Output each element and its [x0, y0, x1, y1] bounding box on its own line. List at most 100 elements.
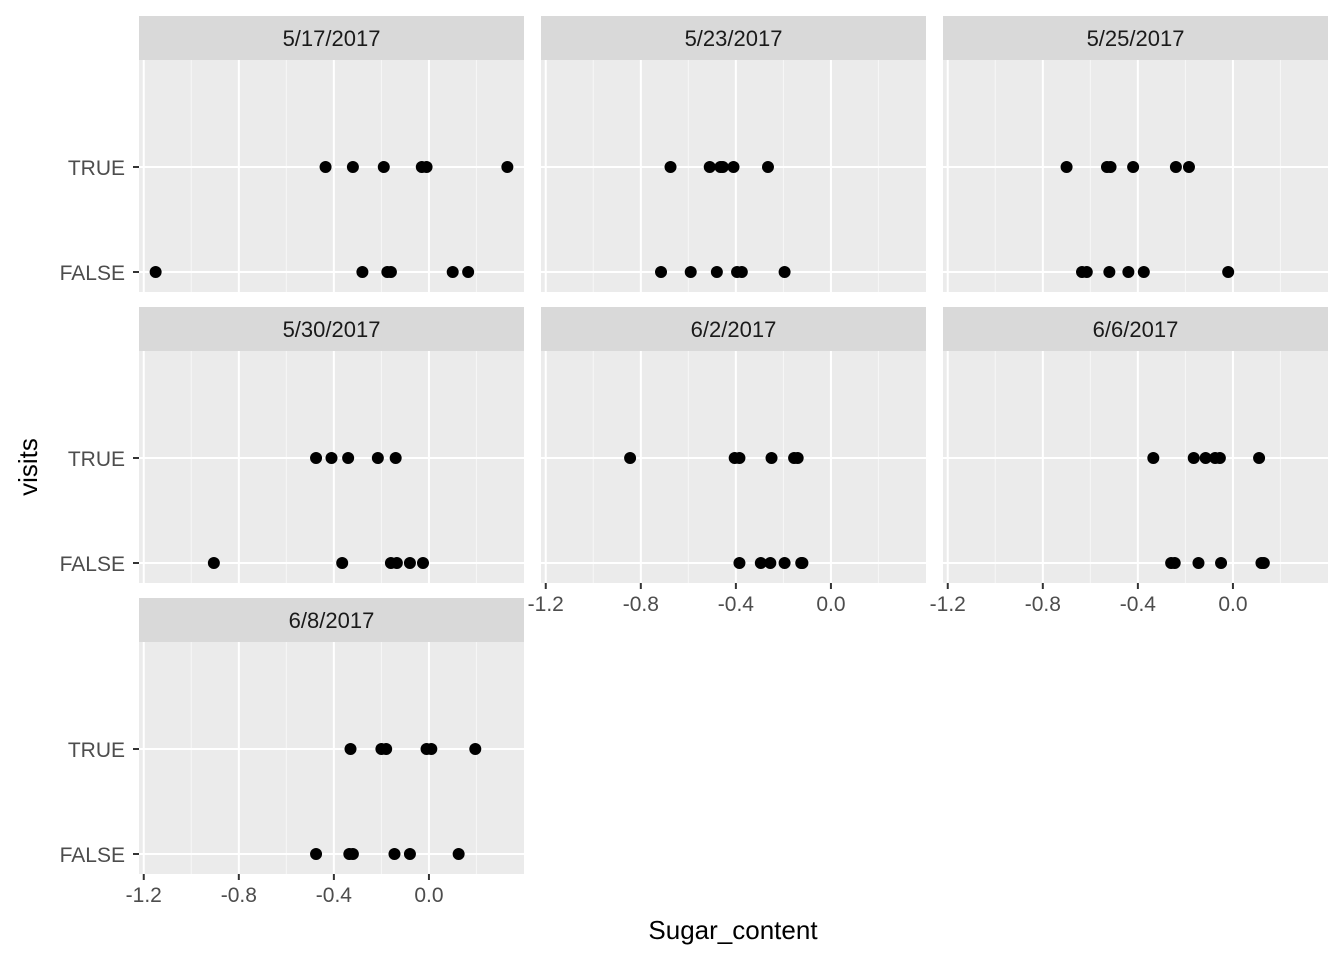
- facet-strip-label: 5/23/2017: [685, 26, 783, 51]
- data-point: [1215, 557, 1228, 569]
- data-point: [727, 161, 740, 173]
- facet-panel-background: [541, 351, 926, 583]
- x-tick-label: 0.0: [414, 884, 443, 907]
- y-tick-label: TRUE: [68, 448, 125, 471]
- x-tick-label: -0.8: [1025, 593, 1061, 616]
- facet-panel: 6/2/2017 -1.2 -0.8 -0.4 0.0: [528, 307, 926, 616]
- data-point: [765, 452, 778, 464]
- data-point: [1147, 452, 1160, 464]
- data-point: [1137, 266, 1150, 278]
- data-point: [733, 452, 746, 464]
- data-point: [1192, 557, 1205, 569]
- data-point: [1080, 266, 1093, 278]
- x-tick-label: -0.4: [718, 593, 755, 616]
- data-point: [655, 266, 668, 278]
- data-point: [380, 743, 393, 755]
- data-point: [1257, 557, 1270, 569]
- data-point: [1122, 266, 1135, 278]
- y-tick-label: FALSE: [60, 262, 125, 285]
- facet-strip-label: 6/8/2017: [289, 608, 375, 633]
- facet-strip: [139, 307, 524, 351]
- facet-panel: 5/25/2017: [943, 16, 1328, 292]
- facet-strip-label: 5/30/2017: [283, 317, 381, 342]
- x-tick-label: 0.0: [1218, 593, 1247, 616]
- data-point: [389, 452, 402, 464]
- facet-panel: 6/8/2017 FALSE TRUE -1.2 -0.8 -0.4 0.0: [60, 598, 524, 907]
- data-point: [501, 161, 514, 173]
- data-point: [469, 743, 482, 755]
- facet-strip: [943, 307, 1328, 351]
- data-point: [446, 266, 459, 278]
- data-point: [416, 557, 429, 569]
- data-point: [377, 161, 390, 173]
- data-point: [425, 743, 438, 755]
- facet-panel: 5/30/2017 FALSE TRUE: [60, 307, 524, 583]
- data-point: [764, 557, 777, 569]
- data-point: [1182, 161, 1195, 173]
- data-point: [703, 161, 716, 173]
- data-point: [716, 161, 729, 173]
- data-point: [624, 452, 637, 464]
- data-point: [310, 848, 323, 860]
- data-point: [796, 557, 809, 569]
- data-point: [342, 452, 355, 464]
- data-point: [462, 266, 475, 278]
- data-point: [1060, 161, 1073, 173]
- y-tick-label: FALSE: [60, 844, 125, 867]
- y-tick-label: TRUE: [68, 739, 125, 762]
- data-point: [664, 161, 677, 173]
- y-tick-label: FALSE: [60, 553, 125, 576]
- x-tick-label: -0.4: [1120, 593, 1157, 616]
- facet-strip-label: 6/2/2017: [691, 317, 777, 342]
- facet-strip-label: 5/17/2017: [283, 26, 381, 51]
- data-point: [1104, 161, 1117, 173]
- facet-panels: 5/17/2017 FALSE TRUE 5/23/2017 5/25/2017 5/30…: [60, 16, 1328, 907]
- data-point: [735, 266, 748, 278]
- data-point: [388, 848, 401, 860]
- y-tick-label: TRUE: [68, 157, 125, 180]
- facet-strip: [943, 16, 1328, 60]
- facet-strip: [541, 307, 926, 351]
- x-tick-label: -0.8: [623, 593, 659, 616]
- data-point: [325, 452, 338, 464]
- facet-panel: 6/6/2017 -1.2 -0.8 -0.4 0.0: [930, 307, 1328, 616]
- x-tick-label: -1.2: [528, 593, 564, 616]
- facet-panel-background: [943, 351, 1328, 583]
- y-axis-title: visits: [13, 438, 43, 496]
- data-point: [310, 452, 323, 464]
- x-tick-label: -1.2: [126, 884, 162, 907]
- facet-panel-background: [139, 642, 524, 874]
- data-point: [336, 557, 349, 569]
- data-point: [754, 557, 767, 569]
- data-point: [791, 452, 804, 464]
- data-point: [390, 557, 403, 569]
- facet-strip: [139, 598, 524, 642]
- data-point: [1103, 266, 1116, 278]
- data-point: [452, 848, 465, 860]
- data-point: [684, 266, 697, 278]
- data-point: [319, 161, 332, 173]
- data-point: [1187, 452, 1200, 464]
- data-point: [1169, 161, 1182, 173]
- data-point: [1253, 452, 1266, 464]
- data-point: [344, 743, 357, 755]
- data-point: [149, 266, 162, 278]
- x-axis-title: Sugar_content: [648, 915, 818, 945]
- facet-panel-background: [139, 351, 524, 583]
- data-point: [371, 452, 384, 464]
- facet-panel-background: [943, 60, 1328, 292]
- data-point: [403, 848, 416, 860]
- facet-strip: [541, 16, 926, 60]
- data-point: [1222, 266, 1235, 278]
- data-point: [346, 848, 359, 860]
- data-point: [346, 161, 359, 173]
- facet-strip: [139, 16, 524, 60]
- data-point: [207, 557, 220, 569]
- data-point: [761, 161, 774, 173]
- facet-strip-label: 6/6/2017: [1093, 317, 1179, 342]
- data-point: [778, 557, 791, 569]
- facet-panel: 5/17/2017 FALSE TRUE: [60, 16, 524, 292]
- x-tick-label: -0.4: [316, 884, 353, 907]
- data-point: [420, 161, 433, 173]
- data-point: [1127, 161, 1140, 173]
